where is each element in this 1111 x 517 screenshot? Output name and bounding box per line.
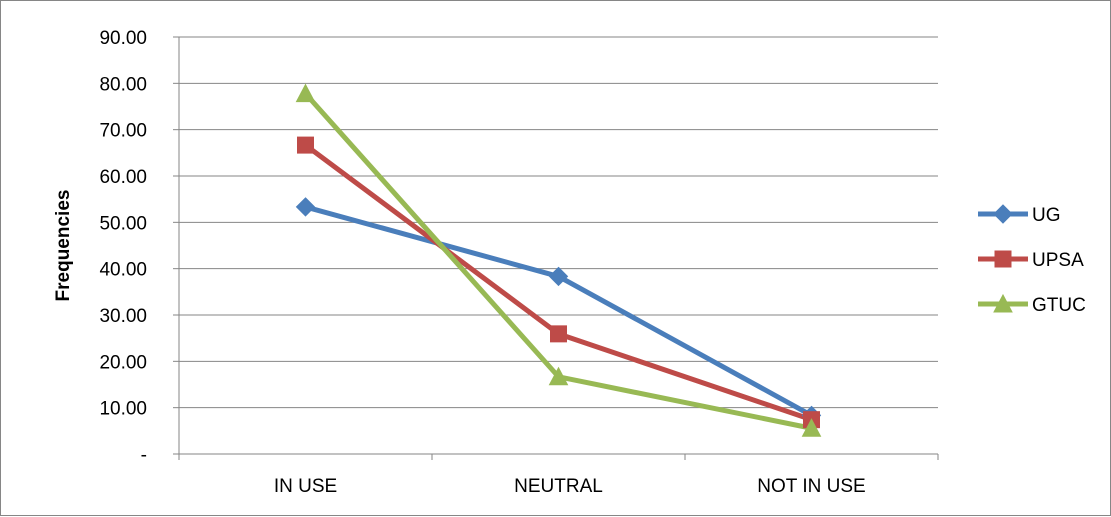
y-tick-label: 40.00: [99, 260, 147, 281]
data-point-upsa: [550, 325, 567, 343]
y-tick-label: 90.00: [99, 28, 147, 49]
y-tick-label: 10.00: [99, 399, 147, 420]
data-point-gtuc: [801, 418, 822, 437]
x-tick-labels: IN USE NEUTRAL NOT IN USE: [274, 476, 866, 497]
x-tick-label: NOT IN USE: [757, 476, 865, 497]
data-point-ug: [548, 266, 569, 287]
x-tick-label: NEUTRAL: [514, 476, 603, 497]
legend-item-ug: UG: [978, 204, 1061, 226]
axes: [173, 36, 939, 460]
data-point-ug: [295, 197, 316, 217]
y-tick-label: 30.00: [99, 306, 147, 327]
legend-swatch-marker: [993, 204, 1013, 224]
legend-label: UPSA: [1032, 250, 1084, 271]
legend-swatch-marker: [994, 250, 1012, 268]
y-axis-title: Frequencies: [53, 190, 74, 302]
gridlines: [179, 36, 938, 409]
data-point-gtuc: [548, 366, 569, 386]
y-tick-label: 70.00: [99, 121, 147, 142]
data-point-upsa: [297, 136, 314, 154]
data-point-gtuc: [295, 83, 316, 103]
legend: UG UPSA GTUC: [978, 204, 1086, 316]
y-tick-label: -: [141, 445, 147, 466]
x-tick-label: IN USE: [274, 476, 337, 497]
legend-item-gtuc: GTUC: [978, 293, 1086, 316]
legend-swatch-marker: [993, 293, 1013, 313]
y-tick-label: 80.00: [99, 74, 147, 95]
legend-label: GTUC: [1032, 295, 1086, 316]
y-tick-label: 60.00: [99, 167, 147, 188]
legend-label: UG: [1032, 205, 1061, 226]
y-tick-labels: - 10.00 20.00 30.00 40.00 50.00 60.00 70.00 80.0…: [99, 28, 147, 466]
y-tick-label: 20.00: [99, 352, 147, 373]
series-markers: [295, 83, 822, 437]
y-tick-label: 50.00: [99, 213, 147, 234]
legend-item-upsa: UPSA: [978, 250, 1084, 271]
